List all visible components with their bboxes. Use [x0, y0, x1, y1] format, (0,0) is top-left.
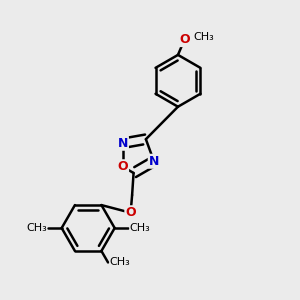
Text: CH₃: CH₃	[129, 223, 150, 233]
Text: CH₃: CH₃	[26, 223, 47, 233]
Text: CH₃: CH₃	[110, 257, 130, 268]
Text: CH₃: CH₃	[193, 32, 214, 42]
Text: N: N	[118, 137, 128, 150]
Text: N: N	[149, 155, 159, 168]
Text: O: O	[118, 160, 128, 173]
Text: O: O	[179, 33, 190, 46]
Text: O: O	[125, 206, 136, 219]
